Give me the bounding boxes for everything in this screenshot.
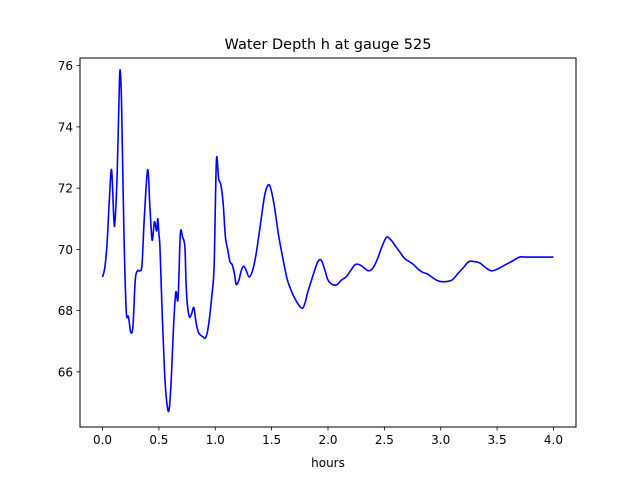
y-tick-label: 70 [58,243,73,257]
y-tick-label: 72 [58,182,73,196]
x-tick-label: 2.5 [375,433,394,447]
chart-title: Water Depth h at gauge 525 [225,37,432,53]
x-tick-label: 3.0 [431,433,450,447]
y-tick-label: 74 [58,120,73,134]
x-tick-label: 3.5 [488,433,507,447]
x-tick-label: 4.0 [544,433,563,447]
series-layer [101,69,554,413]
x-tick-label: 2.0 [318,433,337,447]
x-tick-label: 1.5 [262,433,281,447]
y-tick-label: 68 [58,304,73,318]
series-line [101,69,554,413]
x-tick-label: 1.0 [206,433,225,447]
y-tick-label: 66 [58,365,73,379]
y-tick-label: 76 [58,59,73,73]
x-axis: 0.0 0.5 1.0 1.5 2.0 2.5 3.0 3.5 4.0 [93,427,563,447]
x-tick-label: 0.5 [149,433,168,447]
y-axis: 66 68 70 72 74 76 [58,59,80,379]
x-tick-label: 0.0 [93,433,112,447]
x-axis-label: hours [311,456,345,470]
